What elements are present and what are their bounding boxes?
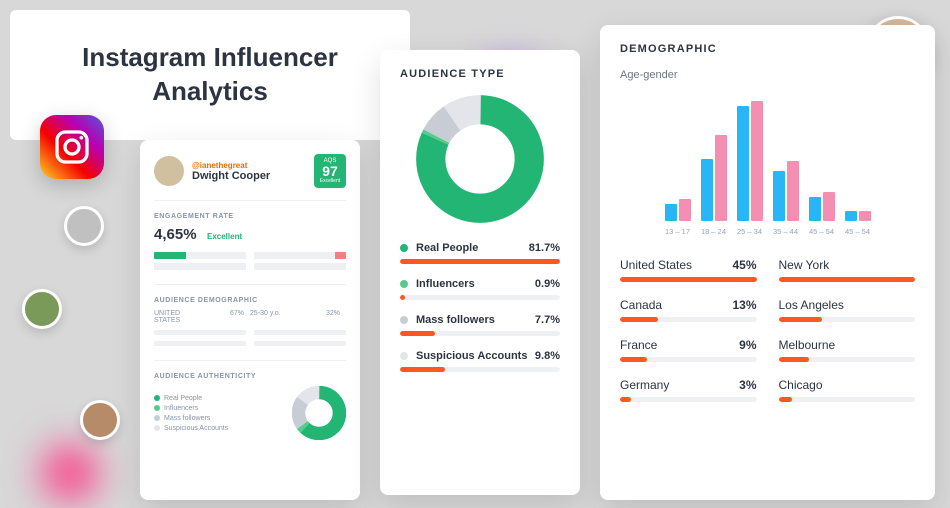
- location-row: Chicago: [779, 378, 916, 402]
- location-row: Germany3%: [620, 378, 757, 402]
- instagram-icon: [40, 115, 104, 179]
- profile-card: @ianethegreat Dwight Cooper AQS 97 Excel…: [140, 140, 360, 500]
- card-subtitle: Age-gender: [620, 69, 915, 81]
- authenticity-donut: [292, 386, 346, 440]
- profile-handle: @ianethegreat: [192, 161, 306, 170]
- card-title: DEMOGRAPHIC: [620, 43, 915, 55]
- card-title: AUDIENCE TYPE: [400, 68, 560, 80]
- section-title: ENGAGEMENT RATE: [154, 213, 346, 220]
- age-gender-chart: [620, 91, 915, 221]
- avatar: [154, 156, 184, 186]
- audience-row: Influencers0.9%: [400, 278, 560, 300]
- stub-bars: [154, 330, 346, 335]
- profile-name: Dwight Cooper: [192, 170, 306, 182]
- section-title: AUDIENCE DEMOGRAPHIC: [154, 297, 346, 304]
- engagement-bars: [154, 252, 346, 270]
- page-title: Instagram Influencer Analytics: [82, 41, 338, 109]
- demographic-row: UNITED STATES 67% 25-30 y.o. 32%: [154, 310, 346, 324]
- stub-bars: [154, 341, 346, 346]
- location-row: Canada13%: [620, 298, 757, 322]
- location-row: Los Angeles: [779, 298, 916, 322]
- demographic-card: DEMOGRAPHIC Age-gender 13 – 1718 – 2425 …: [600, 25, 935, 500]
- authenticity-legend: Real PeopleInfluencersMass followersSusp…: [154, 395, 282, 432]
- city-column: New York Los Angeles Melbourne Chicago: [779, 258, 916, 402]
- audience-donut: [415, 94, 545, 224]
- audience-row: Real People81.7%: [400, 242, 560, 264]
- country-column: United States45% Canada13% France9% Germany…: [620, 258, 757, 402]
- engagement-value: 4,65%: [154, 226, 197, 243]
- audience-list: Real People81.7% Influencers0.9% Mass foll…: [400, 242, 560, 372]
- audience-row: Mass followers7.7%: [400, 314, 560, 336]
- location-row: France9%: [620, 338, 757, 362]
- engagement-tag: Excellent: [207, 232, 242, 241]
- location-row: United States45%: [620, 258, 757, 282]
- location-row: Melbourne: [779, 338, 916, 362]
- audience-row: Suspicious Accounts9.8%: [400, 350, 560, 372]
- aqs-badge: AQS 97 Excellent: [314, 154, 346, 188]
- avatar: [80, 400, 120, 440]
- audience-type-card: AUDIENCE TYPE Real People81.7% Influencer…: [380, 50, 580, 495]
- avatar: [22, 289, 62, 329]
- location-row: New York: [779, 258, 916, 282]
- avatar: [64, 206, 104, 246]
- chart-x-axis: 13 – 1718 – 2425 – 3435 – 4445 – 5445 – …: [620, 227, 915, 236]
- decor-blob: [40, 443, 100, 503]
- section-title: AUDIENCE AUTHENTICITY: [154, 373, 346, 380]
